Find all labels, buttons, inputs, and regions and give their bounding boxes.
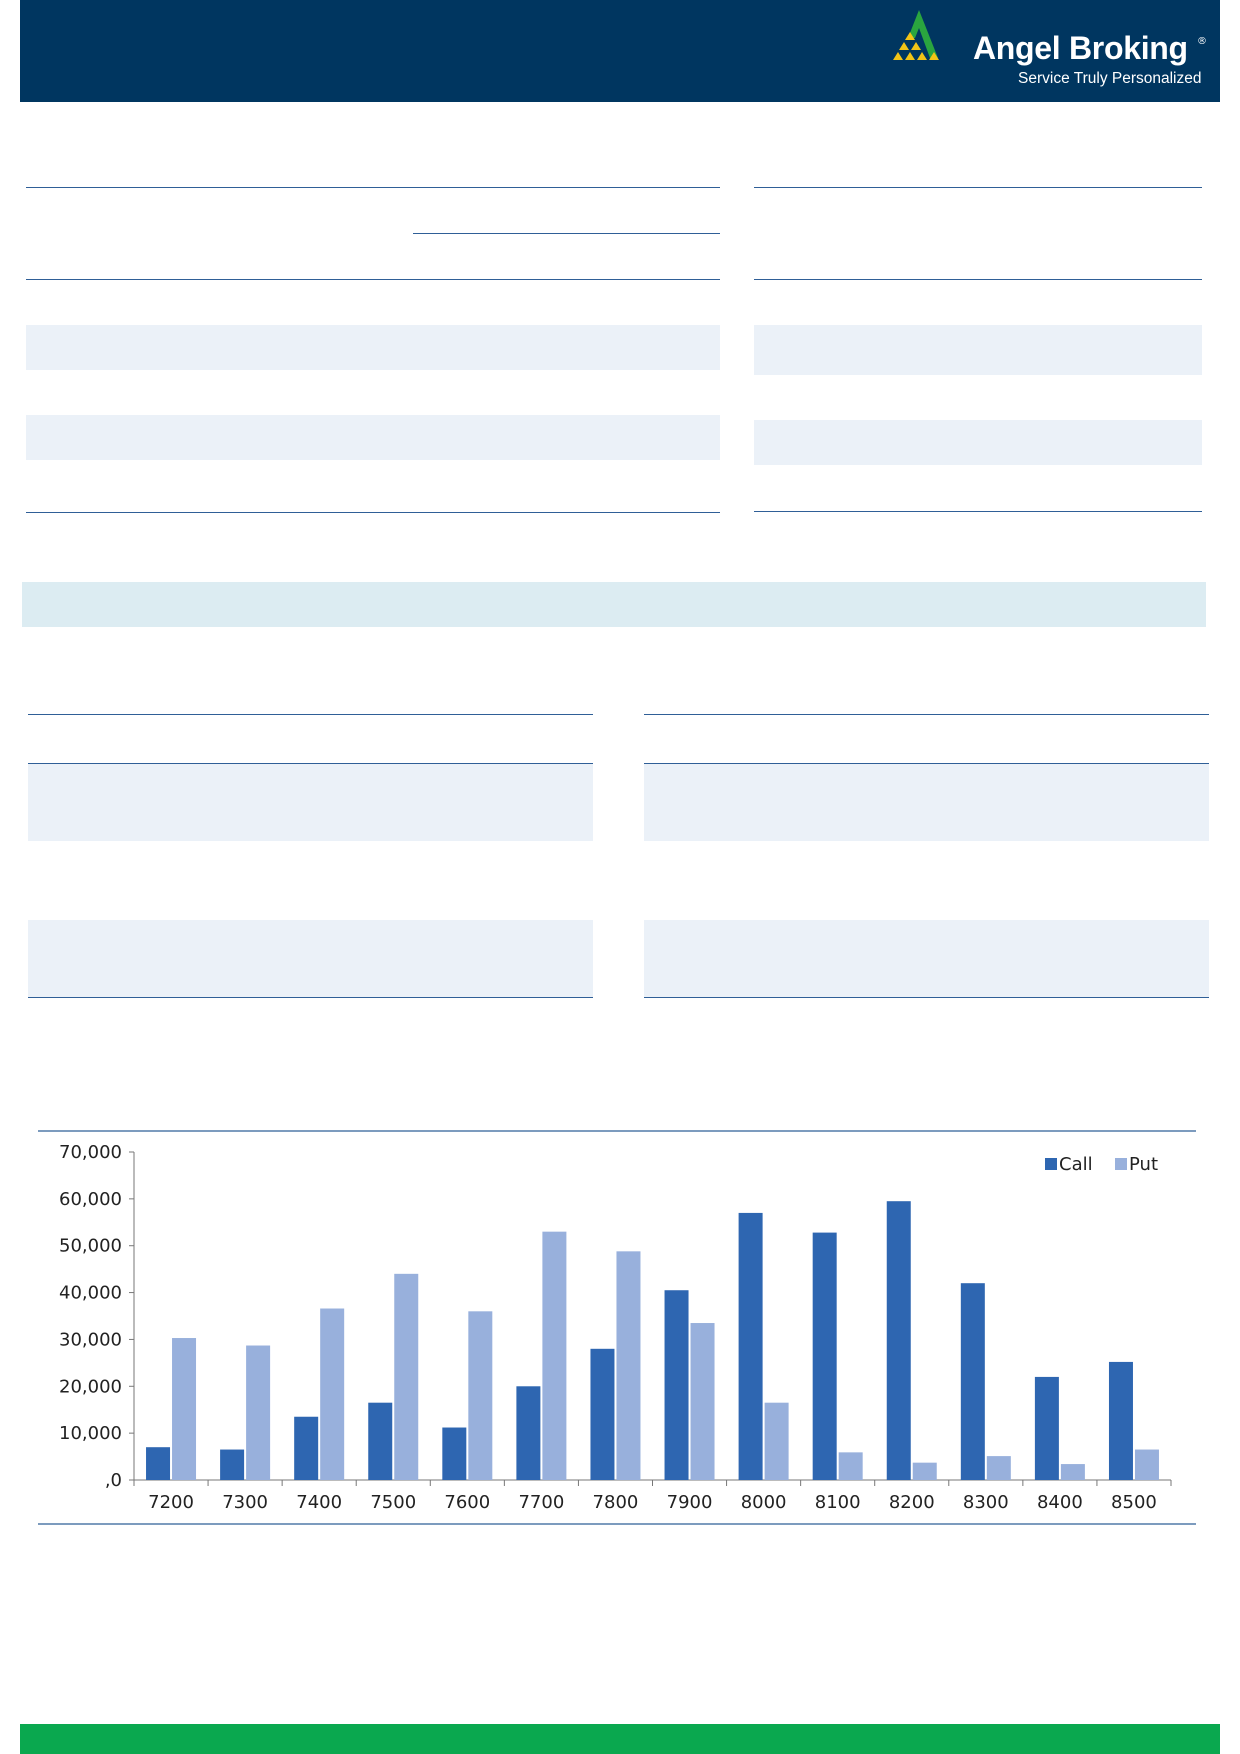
x-tick-label: 7400 — [296, 1492, 342, 1513]
bar-put-7600 — [468, 1311, 493, 1480]
x-tick-label: 7800 — [593, 1492, 639, 1513]
open-interest-chart: ,0 10,000 20,000 30,000 40,000 50,000 60,000 70… — [38, 1130, 1196, 1525]
bar-put-7300 — [246, 1345, 271, 1480]
angel-logo-icon — [893, 10, 939, 60]
bar-call-8100 — [812, 1232, 837, 1480]
bar-put-8500 — [1134, 1449, 1159, 1480]
x-tick-label: 8200 — [889, 1492, 935, 1513]
x-tick-label: 8400 — [1037, 1492, 1083, 1513]
x-tick-label: 7600 — [444, 1492, 490, 1513]
brand-name: Angel Broking — [973, 30, 1188, 66]
x-tick-label: 7300 — [222, 1492, 268, 1513]
brand-tagline: Service Truly Personalized — [1018, 70, 1202, 87]
legend-swatch-put — [1115, 1158, 1127, 1170]
bar-call-7500 — [368, 1402, 393, 1480]
x-tick-label: 8300 — [963, 1492, 1009, 1513]
bar-call-8400 — [1034, 1376, 1059, 1480]
chart-canvas: ,0 10,000 20,000 30,000 40,000 50,000 60,000 70… — [38, 1130, 1196, 1525]
legend-label-put: Put — [1129, 1154, 1158, 1175]
x-tick-label: 8000 — [741, 1492, 787, 1513]
bar-call-7400 — [294, 1416, 319, 1480]
footer-bar — [20, 1724, 1220, 1754]
bar-call-7200 — [146, 1447, 171, 1480]
x-tick-label: 7900 — [667, 1492, 713, 1513]
x-tick-label: 8100 — [815, 1492, 861, 1513]
y-tick-label: 10,000 — [59, 1423, 122, 1444]
bar-put-7900 — [690, 1323, 715, 1480]
bar-put-7200 — [172, 1338, 197, 1480]
bar-put-7500 — [394, 1273, 419, 1480]
registered-mark: ® — [1197, 36, 1207, 47]
report-header: Angel Broking ® Service Truly Personaliz… — [20, 0, 1220, 102]
bar-put-7700 — [542, 1231, 567, 1480]
y-tick-label: 50,000 — [59, 1236, 122, 1257]
x-tick-label: 7500 — [370, 1492, 416, 1513]
bar-call-8200 — [886, 1201, 911, 1480]
bar-call-7800 — [590, 1348, 615, 1480]
x-tick-label: 8500 — [1111, 1492, 1157, 1513]
bar-put-8100 — [838, 1452, 863, 1480]
bar-put-7400 — [320, 1308, 345, 1480]
legend-swatch-call — [1045, 1158, 1057, 1170]
bar-call-7600 — [442, 1427, 467, 1480]
bar-call-7300 — [220, 1449, 245, 1480]
bar-put-8400 — [1060, 1464, 1085, 1480]
bar-call-8300 — [960, 1283, 985, 1480]
bar-call-8500 — [1108, 1361, 1133, 1480]
bar-put-8000 — [764, 1402, 789, 1480]
section-banner — [22, 582, 1206, 627]
y-tick-label: 40,000 — [59, 1283, 122, 1304]
bar-put-8300 — [986, 1456, 1011, 1480]
bar-put-7800 — [616, 1251, 641, 1480]
y-tick-label: 30,000 — [59, 1329, 122, 1350]
y-tick-label: 60,000 — [59, 1189, 122, 1210]
legend-label-call: Call — [1059, 1154, 1093, 1175]
y-tick-label: ,0 — [105, 1470, 122, 1491]
x-tick-label: 7200 — [148, 1492, 194, 1513]
y-tick-label: 20,000 — [59, 1376, 122, 1397]
bar-call-8000 — [738, 1212, 763, 1480]
y-tick-label: 70,000 — [59, 1142, 122, 1163]
bar-call-7700 — [516, 1386, 541, 1480]
bar-call-7900 — [664, 1290, 689, 1480]
bar-put-8200 — [912, 1462, 937, 1480]
x-tick-label: 7700 — [518, 1492, 564, 1513]
